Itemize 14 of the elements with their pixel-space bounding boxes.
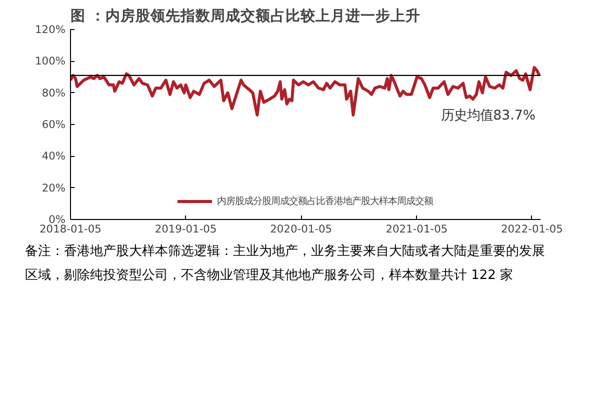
- x-tick-label: 2019-01-05: [154, 222, 217, 236]
- x-tick-label: 2022-01-05: [501, 222, 563, 236]
- y-tick-label: 20%: [42, 181, 66, 194]
- ref-line-label: 历史均值83.7%: [441, 108, 536, 124]
- y-tick-label: 40%: [42, 150, 66, 163]
- text: 备注：香港地产股大样本筛选逻辑：主业为地产，业务主要来自大陆或者大陆是重要的发展区域，剔除纯投资型公司，不含物业管理及其他地产服务公司，样本数量共计 122 家: [25, 243, 545, 285]
- y-tick-label: 100%: [35, 54, 66, 68]
- y-tick-label: 80%: [42, 86, 66, 100]
- y-tick-label: 120%: [35, 23, 66, 36]
- legend-label: 内房股成分股周成交额占比香港地产股大样本周成交额: [217, 194, 433, 208]
- x-tick-label: 2021-01-05: [386, 222, 448, 236]
- y-tick-label: 60%: [42, 118, 66, 131]
- x-tick-label: 2020-01-05: [270, 222, 332, 236]
- chart-title: 图 ：内房股领先指数周成交额占比较上月进一步上升: [70, 6, 421, 24]
